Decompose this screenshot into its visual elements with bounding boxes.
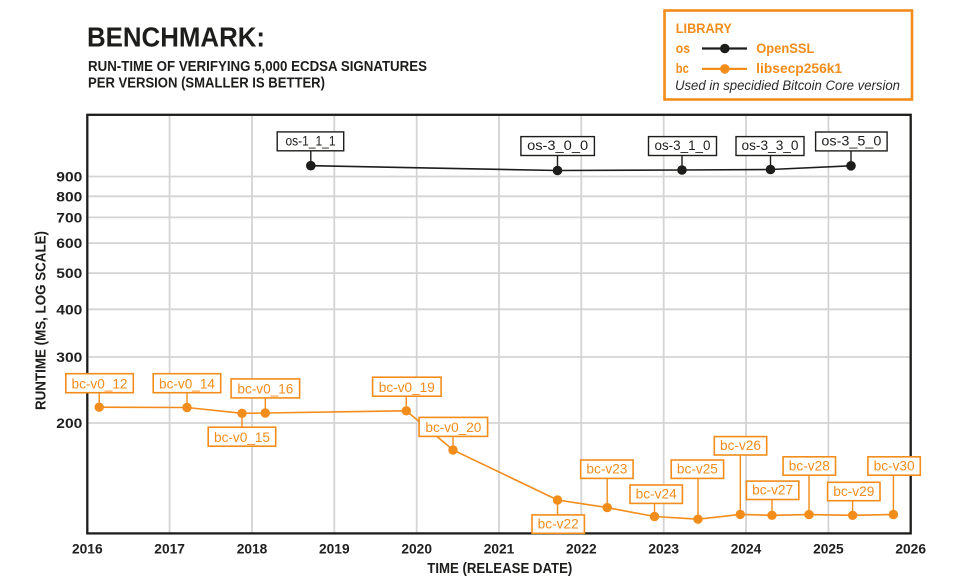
svg-text:RUNTIME (MS, LOG SCALE): RUNTIME (MS, LOG SCALE) [33,231,49,410]
svg-text:PER VERSION (SMALLER IS BETTER: PER VERSION (SMALLER IS BETTER) [88,75,325,91]
svg-text:500: 500 [56,265,82,281]
svg-text:bc-v23: bc-v23 [586,462,627,477]
svg-text:2024: 2024 [731,541,762,557]
svg-text:bc-v22: bc-v22 [538,516,579,531]
svg-text:BENCHMARK:: BENCHMARK: [87,22,265,53]
svg-text:bc-v0_15: bc-v0_15 [214,430,270,445]
svg-text:2020: 2020 [401,541,432,557]
svg-text:bc-v25: bc-v25 [677,462,718,477]
svg-text:800: 800 [56,188,82,204]
svg-text:700: 700 [56,209,82,225]
svg-text:300: 300 [56,349,82,365]
svg-text:OpenSSL: OpenSSL [756,41,814,56]
svg-text:2016: 2016 [72,541,103,557]
svg-text:bc-v0_14: bc-v0_14 [159,376,215,391]
svg-text:os-3_0_0: os-3_0_0 [527,138,588,153]
svg-text:bc-v0_12: bc-v0_12 [72,376,128,391]
svg-text:os-1_1_1: os-1_1_1 [286,133,336,148]
svg-text:bc-v27: bc-v27 [752,483,793,498]
svg-text:bc-v26: bc-v26 [720,438,761,453]
svg-text:2017: 2017 [154,541,185,557]
svg-text:400: 400 [56,301,82,317]
svg-text:RUN-TIME OF VERIFYING 5,000 EC: RUN-TIME OF VERIFYING 5,000 ECDSA SIGNAT… [88,59,427,75]
svg-text:bc-v0_19: bc-v0_19 [379,380,435,395]
svg-text:2019: 2019 [319,541,350,557]
svg-text:2021: 2021 [484,541,515,557]
svg-text:900: 900 [56,169,82,185]
svg-text:2026: 2026 [895,541,926,557]
svg-text:libsecp256k1: libsecp256k1 [756,61,842,76]
svg-text:LIBRARY: LIBRARY [676,21,732,36]
svg-text:2025: 2025 [813,541,844,557]
svg-text:os-3_1_0: os-3_1_0 [655,138,711,153]
svg-text:bc-v0_20: bc-v0_20 [425,420,481,435]
svg-text:2018: 2018 [237,541,268,557]
svg-text:os: os [676,41,690,56]
svg-text:2023: 2023 [648,541,679,557]
svg-text:Used in specidied Bitcoin Core: Used in specidied Bitcoin Core version [675,78,900,93]
svg-text:TIME (RELEASE DATE): TIME (RELEASE DATE) [427,560,572,577]
svg-text:bc-v24: bc-v24 [636,487,677,502]
svg-text:200: 200 [56,415,82,431]
svg-text:os-3_3_0: os-3_3_0 [742,138,799,153]
svg-text:2022: 2022 [566,541,597,557]
svg-text:600: 600 [56,235,82,251]
svg-text:os-3_5_0: os-3_5_0 [821,134,881,149]
svg-text:bc-v29: bc-v29 [833,484,874,499]
svg-text:bc-v0_16: bc-v0_16 [237,382,293,397]
svg-text:bc-v30: bc-v30 [874,458,915,473]
svg-text:bc-v28: bc-v28 [789,458,830,473]
svg-text:bc: bc [676,61,689,76]
